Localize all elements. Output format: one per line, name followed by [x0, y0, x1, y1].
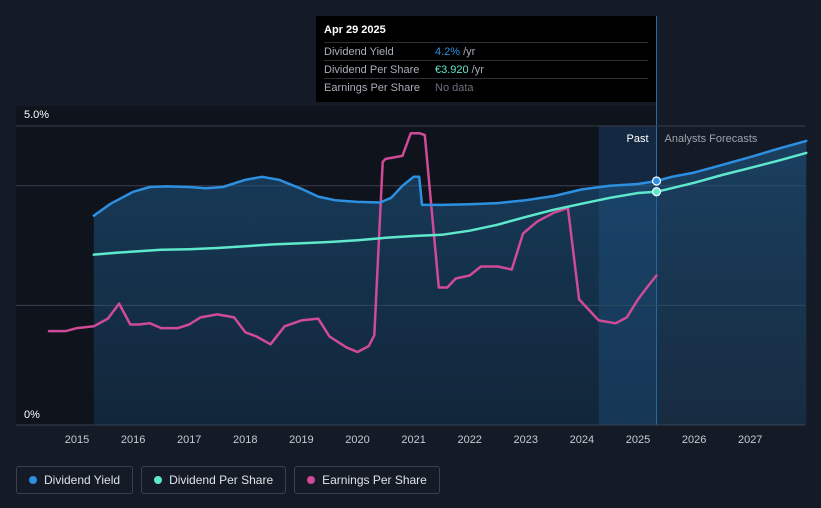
- tooltip-row-unit: /yr: [463, 45, 476, 58]
- tooltip-row-name: Dividend Per Share: [324, 63, 420, 76]
- x-tick-label: 2025: [626, 434, 650, 446]
- x-tick-label: 2024: [570, 434, 594, 446]
- x-tick-label: 2020: [345, 434, 369, 446]
- x-tick-label: 2017: [177, 434, 201, 446]
- x-tick-label: 2016: [121, 434, 145, 446]
- forecast-region-label: Analysts Forecasts: [665, 133, 758, 145]
- tooltip-row-dividend-yield: Dividend Yield 4.2% /yr: [324, 42, 648, 60]
- legend-dot: [29, 476, 37, 484]
- legend-label: Dividend Yield: [44, 473, 121, 487]
- x-tick-label: 2022: [457, 434, 481, 446]
- tooltip-row-name: Earnings Per Share: [324, 81, 420, 94]
- legend-item-dividend-per-share[interactable]: Dividend Per Share: [141, 466, 287, 494]
- x-tick-label: 2018: [233, 434, 257, 446]
- tooltip-row-value: No data: [435, 81, 474, 94]
- marker-layer: [651, 176, 662, 197]
- legend-item-earnings-per-share[interactable]: Earnings Per Share: [294, 466, 440, 494]
- past-region-label: Past: [626, 133, 648, 145]
- legend: Dividend Yield Dividend Per Share Earnin…: [16, 466, 440, 494]
- dividend-per-share-marker: [651, 187, 662, 197]
- label-layer: 5.0% 0% 2015 2016 2017 2018 2019 2020 2021 2022 20…: [24, 109, 762, 446]
- tooltip-row-value: 4.2%: [435, 45, 461, 58]
- tooltip-row-unit: /yr: [471, 63, 484, 76]
- x-tick-label: 2019: [289, 434, 313, 446]
- legend-dot: [154, 476, 163, 484]
- y-axis-min-label: 0%: [24, 409, 40, 421]
- tooltip-row-name: Dividend Yield: [324, 45, 394, 58]
- legend-label: Earnings Per Share: [322, 473, 427, 487]
- tooltip-row-dividend-per-share: Dividend Per Share €3.920 /yr: [324, 60, 648, 78]
- tooltip: Apr 29 2025 Dividend Yield 4.2% /yr Divi…: [316, 16, 656, 102]
- x-tick-label: 2015: [65, 434, 89, 446]
- dividend-yield-marker: [651, 176, 662, 186]
- x-tick-label: 2021: [401, 434, 425, 446]
- dividend-per-share-line: [92, 151, 808, 256]
- legend-dot: [307, 476, 316, 484]
- x-tick-label: 2027: [738, 434, 762, 446]
- legend-item-dividend-yield[interactable]: Dividend Yield: [16, 466, 134, 494]
- x-tick-label: 2026: [682, 434, 706, 446]
- tooltip-row-value: €3.920: [435, 63, 469, 76]
- tooltip-date: Apr 29 2025: [324, 24, 386, 36]
- x-tick-label: 2023: [514, 434, 538, 446]
- earnings-per-share-line: [47, 131, 658, 354]
- tooltip-row-earnings-per-share: Earnings Per Share No data: [324, 78, 648, 96]
- y-axis-max-label: 5.0%: [24, 109, 49, 121]
- legend-label: Dividend Per Share: [169, 473, 274, 487]
